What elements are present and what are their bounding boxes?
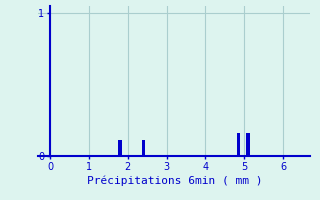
X-axis label: Précipitations 6min ( mm ): Précipitations 6min ( mm )	[87, 176, 262, 186]
Bar	[118, 140, 122, 156]
Bar	[142, 140, 145, 156]
Bar	[236, 133, 240, 156]
Bar	[246, 133, 250, 156]
